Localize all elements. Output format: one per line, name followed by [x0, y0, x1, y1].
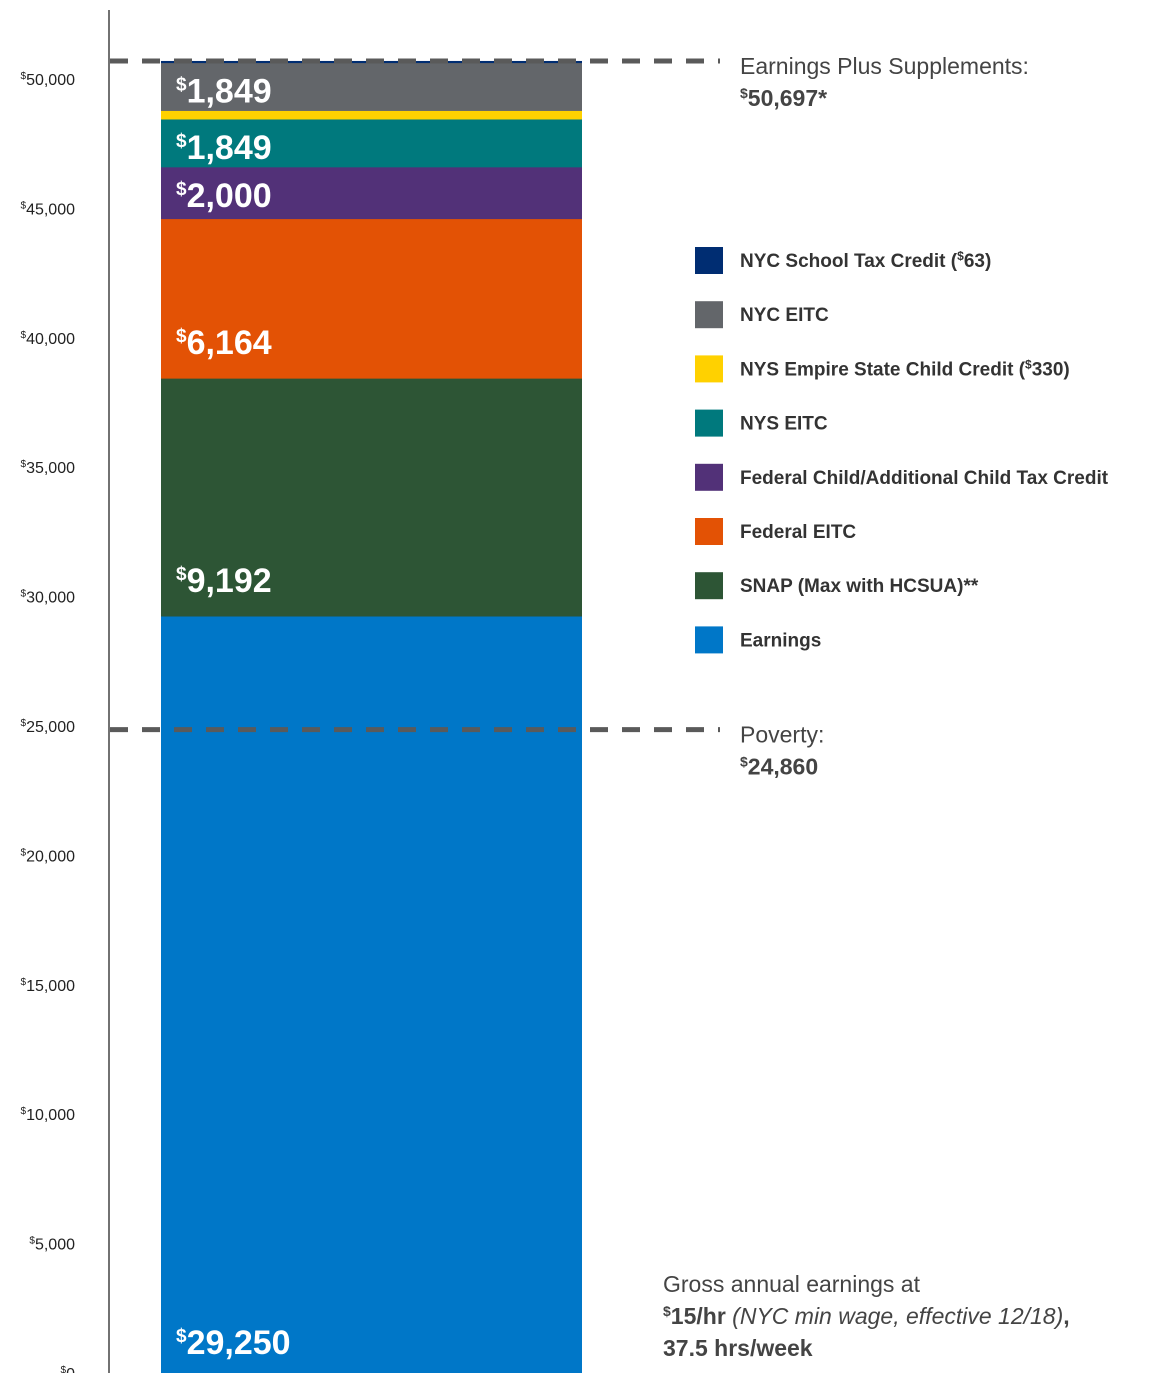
legend-swatch-2 [695, 518, 723, 545]
reference-label-0: Earnings Plus Supplements: [740, 53, 1029, 79]
bar-segment-5 [161, 110, 582, 120]
y-tick-label-4: $20,000 [21, 847, 76, 865]
legend-swatch-1 [695, 572, 723, 600]
bar-segment-2 [161, 218, 582, 379]
reference-value-0: $50,697* [740, 85, 827, 111]
y-tick-label-10: $50,000 [21, 71, 76, 89]
y-tick-label-6: $30,000 [21, 589, 76, 607]
reference-label-1: Poverty: [740, 722, 824, 748]
y-tick-label-5: $25,000 [21, 718, 76, 736]
reference-lines: Earnings Plus Supplements: $50,697* Povert… [110, 53, 1029, 780]
bar-segment-1 [161, 378, 582, 617]
segment-labels: $29,250 $9,192 $6,164 $2,000 $1,849 $1,849 [176, 73, 291, 1362]
legend-swatch-0 [695, 626, 723, 654]
legend-label-6: NYC EITC [740, 305, 829, 326]
y-tick-label-1: $5,000 [29, 1236, 75, 1254]
legend-label-3: Federal Child/Additional Child Tax Credi… [740, 468, 1109, 489]
legend-swatch-4 [695, 409, 723, 437]
bar-segment-0 [161, 616, 582, 1373]
legend-label-0: Earnings [740, 630, 821, 651]
y-tick-label-3: $15,000 [21, 977, 76, 995]
legend-swatch-5 [695, 355, 723, 383]
bar-segment-4 [161, 118, 582, 168]
y-tick-label-2: $10,000 [21, 1106, 76, 1124]
legend-label-2: Federal EITC [740, 522, 856, 543]
y-tick-label-8: $40,000 [21, 330, 76, 348]
y-axis-ticks: $0 $5,000 $10,000 $15,000 $20,000 $25,000 $30,… [21, 71, 76, 1373]
stacked-bar [161, 60, 582, 1373]
y-tick-label-7: $35,000 [21, 459, 76, 477]
legend-label-7: NYC School Tax Credit ($63) [740, 249, 991, 272]
segment-label-6: $1,849 [176, 73, 272, 111]
legend: NYC School Tax Credit ($63) NYC EITC NYS E… [695, 247, 1109, 654]
legend-swatch-7 [695, 247, 723, 274]
segment-label-2: $6,164 [176, 324, 272, 362]
reference-value-1: $24,860 [740, 754, 818, 780]
segment-label-3: $2,000 [176, 177, 272, 215]
legend-swatch-3 [695, 463, 723, 491]
segment-label-0: $29,250 [176, 1324, 291, 1362]
y-tick-label-0: $0 [61, 1365, 76, 1373]
segment-label-4: $1,849 [176, 129, 272, 167]
legend-label-5: NYS Empire State Child Credit ($330) [740, 357, 1070, 380]
segment-label-1: $9,192 [176, 562, 272, 600]
y-tick-label-9: $45,000 [21, 200, 76, 218]
legend-swatch-6 [695, 301, 723, 329]
legend-label-4: NYS EITC [740, 414, 828, 435]
earnings-note: Gross annual earnings at $15/hr (NYC min … [663, 1271, 1070, 1361]
bar-segment-3 [161, 166, 582, 220]
bar-segment-6 [161, 62, 582, 111]
legend-label-1: SNAP (Max with HCSUA)** [740, 576, 979, 597]
